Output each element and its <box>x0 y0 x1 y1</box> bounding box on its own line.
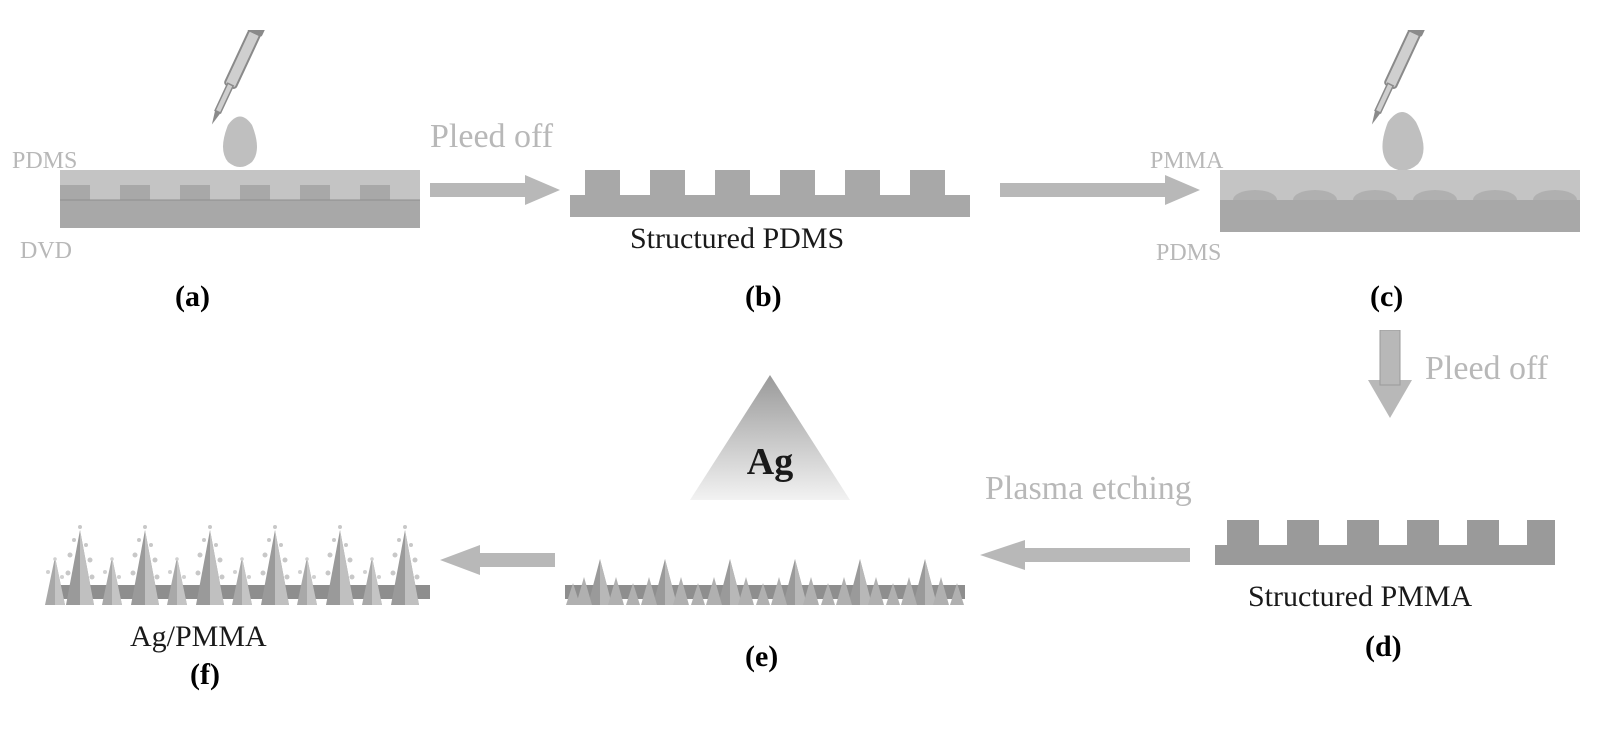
ag-triangle: Ag <box>680 370 860 510</box>
panel-f <box>40 465 440 635</box>
caption-e: (e) <box>745 640 778 674</box>
arrow-a-to-b <box>430 170 560 210</box>
caption-c: (c) <box>1370 280 1403 314</box>
label-structured-pmma: Structured PMMA <box>1248 580 1472 614</box>
label-pdms-a: PDMS <box>12 148 77 175</box>
panel-e-graphic <box>555 505 975 625</box>
caption-b: (b) <box>745 280 782 314</box>
arrow-d-to-e <box>980 535 1190 575</box>
panel-a-graphic <box>40 30 440 290</box>
label-pdms-c: PDMS <box>1156 240 1221 267</box>
label-ag: Ag <box>680 440 860 484</box>
caption-d: (d) <box>1365 630 1402 664</box>
label-pleed-off-2: Pleed off <box>1425 350 1548 388</box>
panel-c: PMMA PDMS <box>1200 30 1600 290</box>
arrow-e-to-f <box>440 540 555 580</box>
arrow-b-to-c <box>1000 170 1200 210</box>
label-ag-pmma: Ag/PMMA <box>130 620 267 654</box>
label-dvd-a: DVD <box>20 238 72 265</box>
panel-c-graphic <box>1200 30 1600 290</box>
panel-f-graphic <box>40 465 440 635</box>
label-pleed-off-1: Pleed off <box>430 118 553 156</box>
label-structured-pdms: Structured PDMS <box>630 222 844 256</box>
label-plasma-etching: Plasma etching <box>985 470 1192 508</box>
panel-e <box>555 505 975 625</box>
label-pmma-c: PMMA <box>1150 148 1223 175</box>
arrow-c-to-d <box>1368 330 1412 420</box>
panel-a: PDMS DVD <box>40 30 440 290</box>
caption-a: (a) <box>175 280 210 314</box>
caption-f: (f) <box>190 658 220 692</box>
